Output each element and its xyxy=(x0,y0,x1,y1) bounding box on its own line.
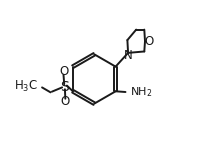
Text: S: S xyxy=(60,80,69,94)
Text: O: O xyxy=(59,65,68,78)
Text: O: O xyxy=(61,95,70,108)
Text: O: O xyxy=(144,35,153,48)
Text: N: N xyxy=(124,49,132,62)
Text: NH$_2$: NH$_2$ xyxy=(130,85,152,99)
Text: H$_3$C: H$_3$C xyxy=(14,79,38,94)
